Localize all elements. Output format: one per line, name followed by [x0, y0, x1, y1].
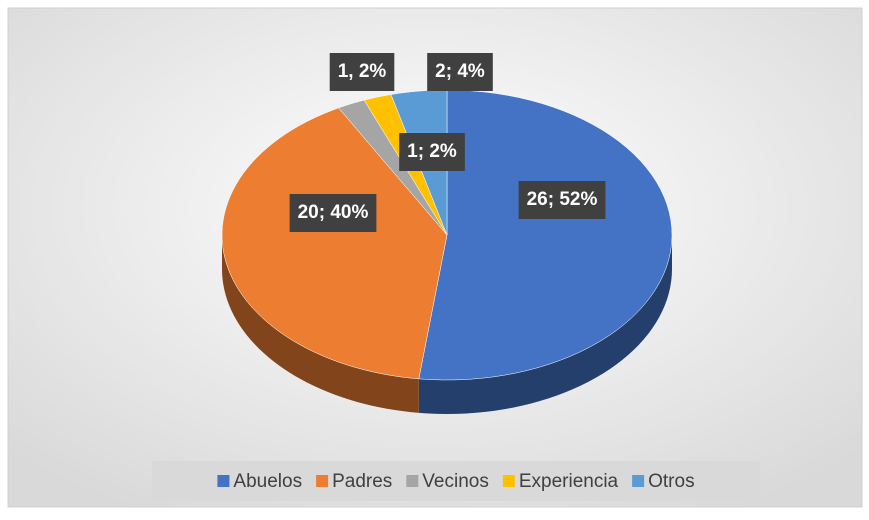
data-label: 26; 52% — [527, 189, 598, 210]
data-label: 2; 4% — [435, 61, 485, 82]
pie-slice — [418, 89, 673, 381]
legend-swatch — [406, 475, 419, 487]
legend-label: Vecinos — [422, 471, 489, 492]
data-label-box — [329, 53, 395, 91]
legend-label: Otros — [648, 471, 694, 492]
data-label-box — [399, 133, 465, 171]
data-label-box — [518, 181, 606, 219]
legend-label: Padres — [332, 471, 392, 492]
legend-swatch — [217, 475, 230, 487]
legend-label: Experiencia — [519, 471, 619, 492]
legend-label: Abuelos — [233, 471, 302, 492]
legend-box — [152, 461, 760, 501]
data-label: 1; 2% — [407, 141, 457, 162]
data-label-box — [427, 53, 493, 91]
data-label-box — [289, 194, 377, 232]
pie-side — [418, 235, 672, 414]
legend-swatch — [316, 475, 329, 487]
legend-swatch — [632, 475, 645, 487]
legend-swatch — [502, 475, 515, 487]
data-label: 1, 2% — [338, 61, 387, 82]
data-label: 20; 40% — [298, 202, 369, 223]
pie-side — [222, 235, 419, 413]
pie-slice — [338, 99, 448, 236]
pie-slice — [221, 107, 448, 380]
